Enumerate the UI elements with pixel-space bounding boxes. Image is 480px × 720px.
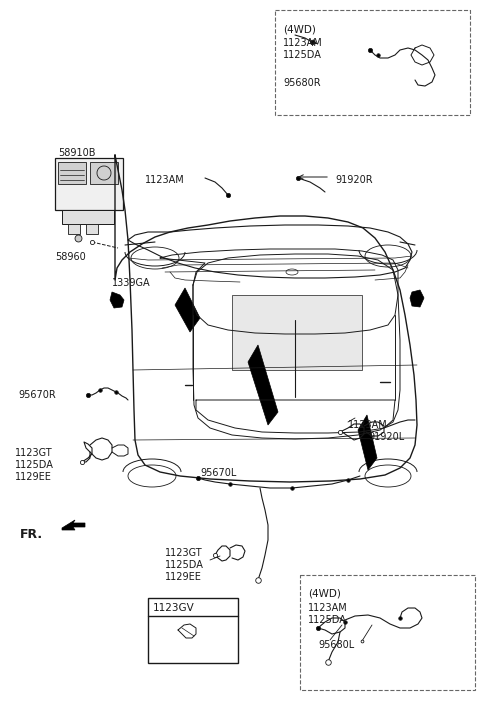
Polygon shape <box>110 292 124 308</box>
Bar <box>232 295 362 370</box>
Text: 1123GT: 1123GT <box>15 448 53 458</box>
Text: (4WD): (4WD) <box>308 589 341 599</box>
Bar <box>58 162 86 184</box>
Text: 95680R: 95680R <box>283 78 321 88</box>
Text: (4WD): (4WD) <box>283 24 316 34</box>
Text: 1123GV: 1123GV <box>153 603 195 613</box>
Polygon shape <box>175 288 200 332</box>
Text: 1123AM: 1123AM <box>283 38 323 48</box>
Bar <box>300 575 475 690</box>
Text: 58910B: 58910B <box>58 148 96 158</box>
Bar <box>55 158 123 210</box>
Bar <box>275 10 470 115</box>
Text: 1123GT: 1123GT <box>165 548 203 558</box>
Text: FR.: FR. <box>20 528 43 541</box>
Polygon shape <box>358 415 377 470</box>
Text: 95670R: 95670R <box>18 390 56 400</box>
Bar <box>148 598 238 663</box>
Polygon shape <box>248 345 278 425</box>
Text: 1125DA: 1125DA <box>308 615 347 625</box>
Text: 1125DA: 1125DA <box>165 560 204 570</box>
Text: 1129EE: 1129EE <box>15 472 52 482</box>
Bar <box>68 224 80 234</box>
Text: 1129EE: 1129EE <box>165 572 202 582</box>
Polygon shape <box>410 290 424 307</box>
Text: 91920L: 91920L <box>368 432 404 442</box>
Polygon shape <box>62 520 85 530</box>
Text: 1125DA: 1125DA <box>283 50 322 60</box>
Text: 95670L: 95670L <box>200 468 236 478</box>
Text: 58960: 58960 <box>55 252 86 262</box>
Text: 1339GA: 1339GA <box>112 278 151 288</box>
Text: 1123AM: 1123AM <box>145 175 185 185</box>
Text: 1123AM: 1123AM <box>308 603 348 613</box>
Text: 1123AM: 1123AM <box>348 420 388 430</box>
Bar <box>62 210 114 224</box>
Text: 1125DA: 1125DA <box>15 460 54 470</box>
Text: 91920R: 91920R <box>335 175 372 185</box>
Text: 95680L: 95680L <box>318 640 354 650</box>
Bar <box>86 224 98 234</box>
Bar <box>90 162 118 184</box>
